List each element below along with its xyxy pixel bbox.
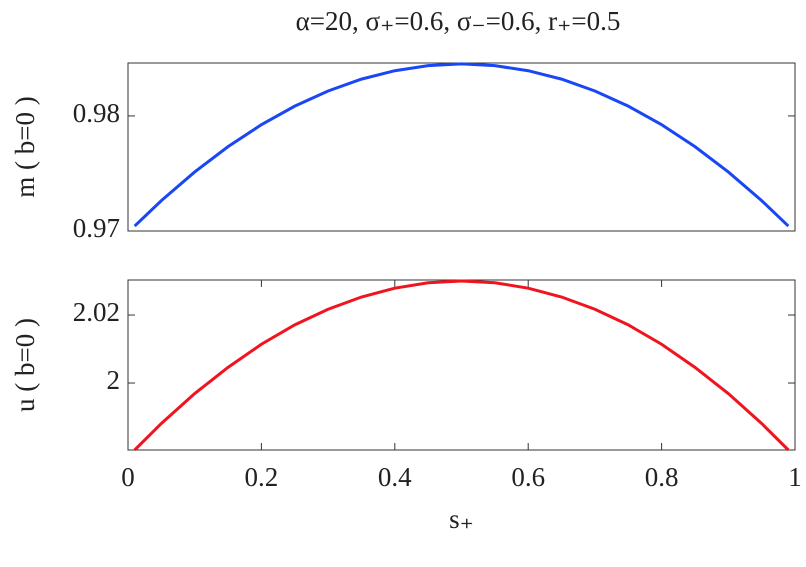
y-axis-label: m ( b=0 ) <box>10 96 40 197</box>
line-series <box>133 279 790 452</box>
y-tick-label: 2 <box>107 365 121 395</box>
x-tick-label: 0 <box>121 462 135 492</box>
x-tick-label: 0.6 <box>511 462 545 492</box>
x-axis-label: s₊ <box>449 504 474 534</box>
line-series <box>133 62 790 228</box>
y-tick-label: 0.97 <box>73 213 120 243</box>
y-tick-label: 0.98 <box>73 98 120 128</box>
y-tick-label: 2.02 <box>73 297 120 327</box>
x-tick-label: 0.2 <box>245 462 279 492</box>
y-axis-label: u ( b=0 ) <box>10 318 40 412</box>
axes-box <box>127 279 796 451</box>
x-tick-label: 0.4 <box>378 462 412 492</box>
figure-title: α=20, σ₊=0.6, σ₋=0.6, r₊=0.5 <box>296 6 621 36</box>
x-tick-label: 0.8 <box>645 462 679 492</box>
x-tick-label: 1 <box>788 462 802 492</box>
